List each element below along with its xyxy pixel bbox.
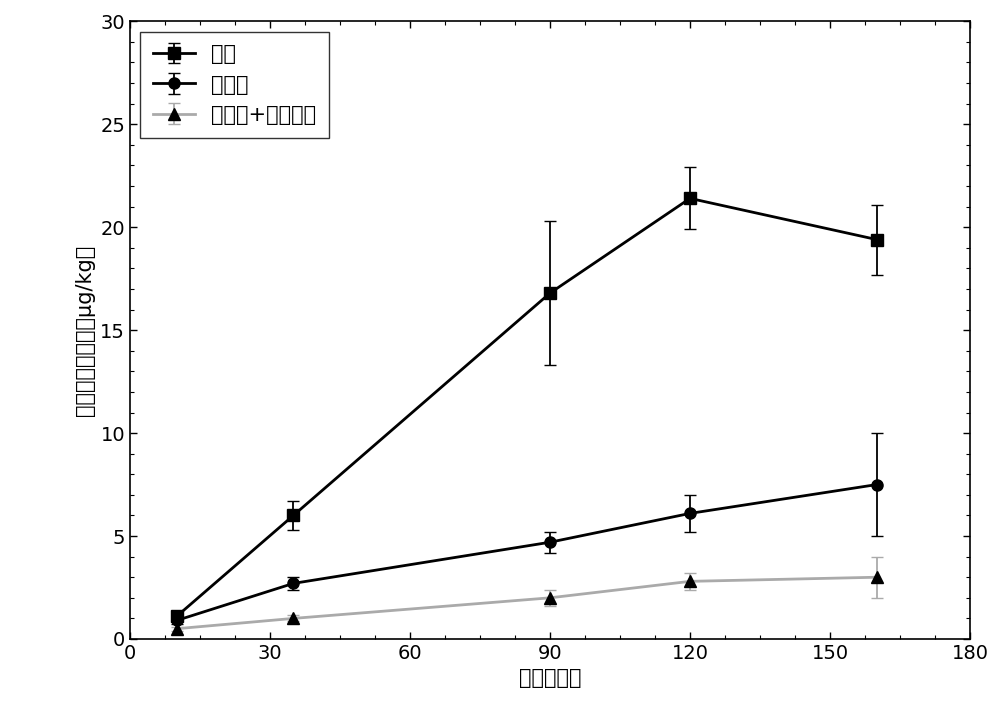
X-axis label: 时间（天）: 时间（天） xyxy=(519,668,581,689)
Y-axis label: 土壤甲基汞含量（μg/kg）: 土壤甲基汞含量（μg/kg） xyxy=(75,244,95,416)
Legend: 对照, 改良剂, 改良剂+水分管理: 对照, 改良剂, 改良剂+水分管理 xyxy=(140,32,329,138)
